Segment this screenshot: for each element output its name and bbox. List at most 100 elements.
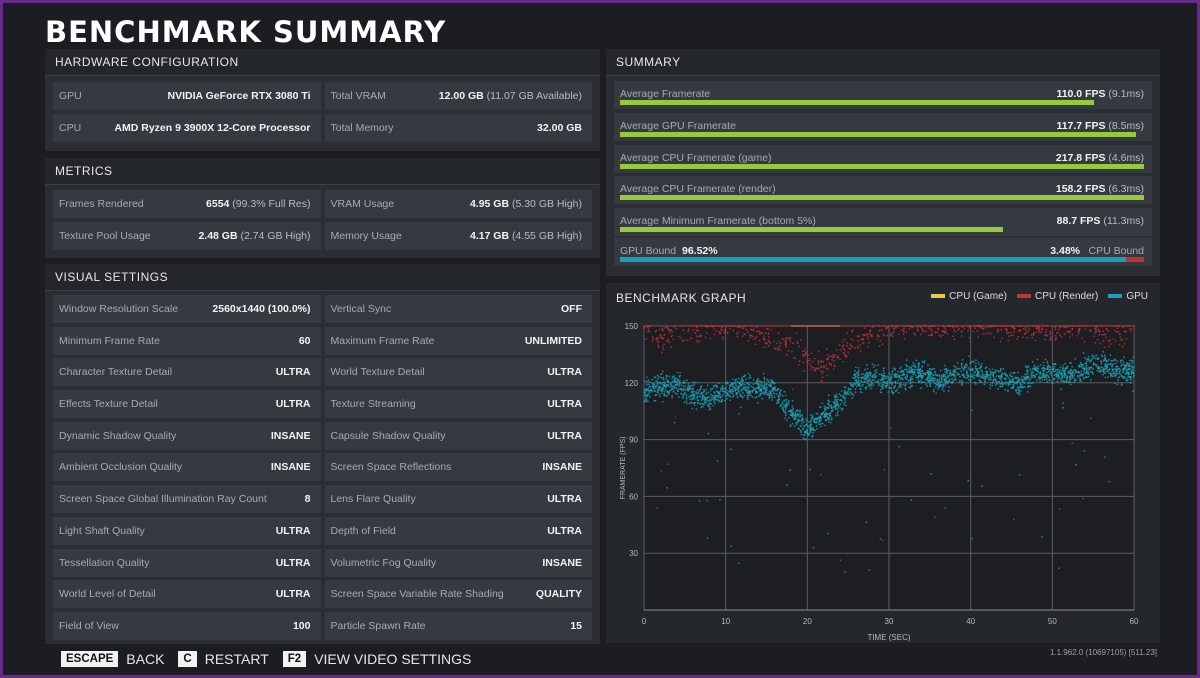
data-point [1024, 379, 1027, 381]
data-point [886, 334, 888, 337]
data-point [879, 379, 882, 382]
data-point [677, 335, 680, 338]
data-point [882, 375, 885, 378]
data-point [751, 395, 754, 398]
data-point [821, 402, 824, 404]
data-point [722, 336, 724, 338]
summary-row: Average CPU Framerate (render) 158.2 FPS … [614, 176, 1152, 205]
data-point [936, 383, 938, 386]
data-point [916, 328, 919, 331]
data-point [872, 366, 875, 368]
data-point [690, 384, 693, 387]
data-point [833, 359, 835, 362]
data-point [882, 381, 885, 384]
data-point [696, 395, 699, 398]
data-point [752, 338, 755, 340]
data-point [968, 327, 971, 329]
data-point [866, 380, 869, 382]
data-point [1059, 369, 1062, 372]
data-point [1012, 385, 1015, 388]
data-point [739, 406, 742, 409]
view-video-settings-button[interactable]: F2 VIEW VIDEO SETTINGS [282, 651, 471, 667]
data-point [919, 326, 922, 329]
data-point [972, 330, 975, 333]
data-point [865, 376, 867, 379]
data-point [866, 367, 869, 370]
data-point [983, 383, 986, 386]
data-point [936, 374, 939, 377]
data-point [953, 373, 955, 376]
data-point [904, 387, 907, 390]
data-point [932, 390, 935, 393]
data-point [691, 407, 694, 410]
data-point [800, 419, 802, 422]
data-point [1001, 380, 1003, 383]
data-point [1005, 328, 1008, 331]
data-point [1104, 333, 1107, 336]
data-point [1121, 359, 1124, 362]
data-point [888, 372, 890, 374]
data-point [997, 374, 1000, 377]
setting-row: Volumetric Fog Quality INSANE [324, 548, 592, 577]
data-point [651, 390, 654, 393]
data-point [897, 391, 900, 394]
hw-value: 32.00 GB [537, 122, 582, 134]
data-point [762, 392, 765, 395]
data-point [678, 396, 680, 399]
data-point [809, 363, 812, 365]
data-point [676, 371, 679, 374]
data-point [809, 414, 812, 416]
data-point [712, 399, 715, 402]
data-point [662, 401, 664, 403]
data-point [764, 332, 767, 334]
data-point [793, 418, 795, 420]
data-point [1081, 337, 1084, 339]
data-point [1127, 373, 1130, 376]
data-point [1132, 376, 1135, 378]
data-point [1108, 480, 1111, 483]
data-point [828, 418, 830, 421]
x-tick-label: 10 [721, 617, 730, 626]
setting-row: Maximum Frame Rate UNLIMITED [324, 326, 592, 355]
data-point [847, 388, 850, 391]
back-button[interactable]: ESCAPE BACK [61, 651, 164, 667]
data-point [737, 389, 739, 392]
data-point [933, 381, 935, 384]
data-point [692, 381, 695, 384]
data-point [1088, 368, 1090, 371]
data-point [685, 396, 688, 399]
data-point [771, 397, 774, 399]
data-point [1113, 368, 1116, 371]
data-point [1114, 382, 1116, 385]
data-point [945, 377, 947, 380]
data-point [1100, 362, 1103, 365]
data-point [699, 389, 701, 391]
data-point [941, 334, 944, 337]
restart-button[interactable]: C RESTART [178, 651, 269, 667]
data-point [982, 374, 985, 376]
data-point [687, 385, 690, 388]
setting-label: Particle Spawn Rate [330, 619, 426, 632]
data-point [643, 391, 646, 394]
data-point [758, 383, 760, 386]
data-point [788, 400, 790, 402]
data-point [759, 388, 762, 390]
data-point [934, 386, 937, 388]
data-point [1035, 366, 1037, 369]
data-point [949, 373, 951, 376]
setting-label: Minimum Frame Rate [59, 334, 160, 347]
data-point [1050, 337, 1053, 339]
data-point [850, 384, 853, 387]
data-point [1089, 329, 1091, 331]
data-point [834, 406, 837, 409]
data-point [842, 344, 845, 347]
data-point [702, 391, 705, 393]
data-point [914, 333, 917, 336]
data-point [706, 537, 709, 539]
data-point [810, 352, 813, 355]
data-point [1127, 363, 1130, 365]
data-point [647, 400, 649, 403]
data-point [748, 377, 750, 379]
data-point [844, 571, 846, 573]
data-point [1005, 378, 1008, 380]
